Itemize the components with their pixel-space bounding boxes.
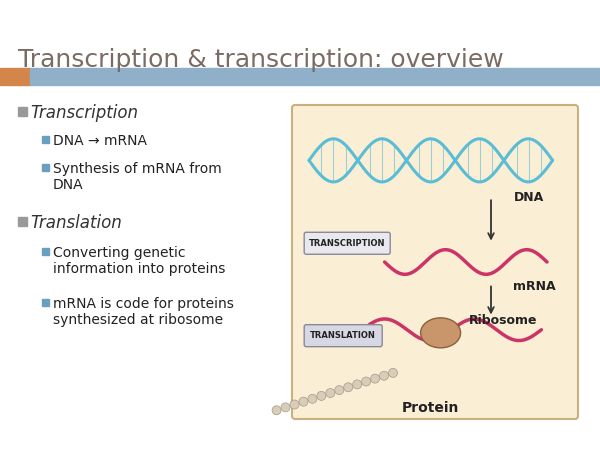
Text: TRANSCRIPTION: TRANSCRIPTION	[309, 239, 385, 248]
Circle shape	[362, 377, 371, 386]
Text: mRNA: mRNA	[514, 280, 556, 293]
Text: Protein: Protein	[401, 400, 459, 414]
Circle shape	[326, 388, 335, 397]
Bar	[0, 68, 30, 85]
Circle shape	[371, 374, 380, 383]
Ellipse shape	[421, 318, 461, 348]
Text: Transcription: Transcription	[30, 104, 138, 122]
Text: Synthesis of mRNA from
DNA: Synthesis of mRNA from DNA	[53, 162, 222, 192]
Circle shape	[290, 400, 299, 409]
FancyBboxPatch shape	[304, 232, 390, 254]
Text: DNA → mRNA: DNA → mRNA	[53, 134, 147, 148]
Text: mRNA is code for proteins
synthesized at ribosome: mRNA is code for proteins synthesized at…	[53, 297, 234, 327]
Bar	[18, 217, 27, 226]
Circle shape	[353, 380, 362, 389]
Circle shape	[380, 371, 389, 380]
Circle shape	[317, 392, 326, 400]
Bar	[42, 248, 49, 255]
Text: Translation: Translation	[30, 214, 122, 232]
Circle shape	[281, 403, 290, 412]
FancyBboxPatch shape	[304, 325, 382, 346]
FancyBboxPatch shape	[292, 105, 578, 419]
Bar	[42, 299, 49, 306]
Text: Transcription & transcription: overview: Transcription & transcription: overview	[18, 48, 504, 72]
Circle shape	[389, 369, 398, 378]
Text: Converting genetic
information into proteins: Converting genetic information into prot…	[53, 246, 226, 276]
Circle shape	[272, 406, 281, 415]
Bar	[42, 164, 49, 171]
Text: Ribosome: Ribosome	[469, 315, 537, 327]
Circle shape	[308, 394, 317, 403]
Bar	[30, 68, 600, 85]
Text: DNA: DNA	[514, 191, 544, 204]
Circle shape	[335, 386, 344, 395]
Text: TRANSLATION: TRANSLATION	[310, 331, 376, 340]
Bar	[18, 107, 27, 116]
Circle shape	[344, 383, 353, 392]
Circle shape	[299, 397, 308, 406]
Bar	[42, 136, 49, 143]
